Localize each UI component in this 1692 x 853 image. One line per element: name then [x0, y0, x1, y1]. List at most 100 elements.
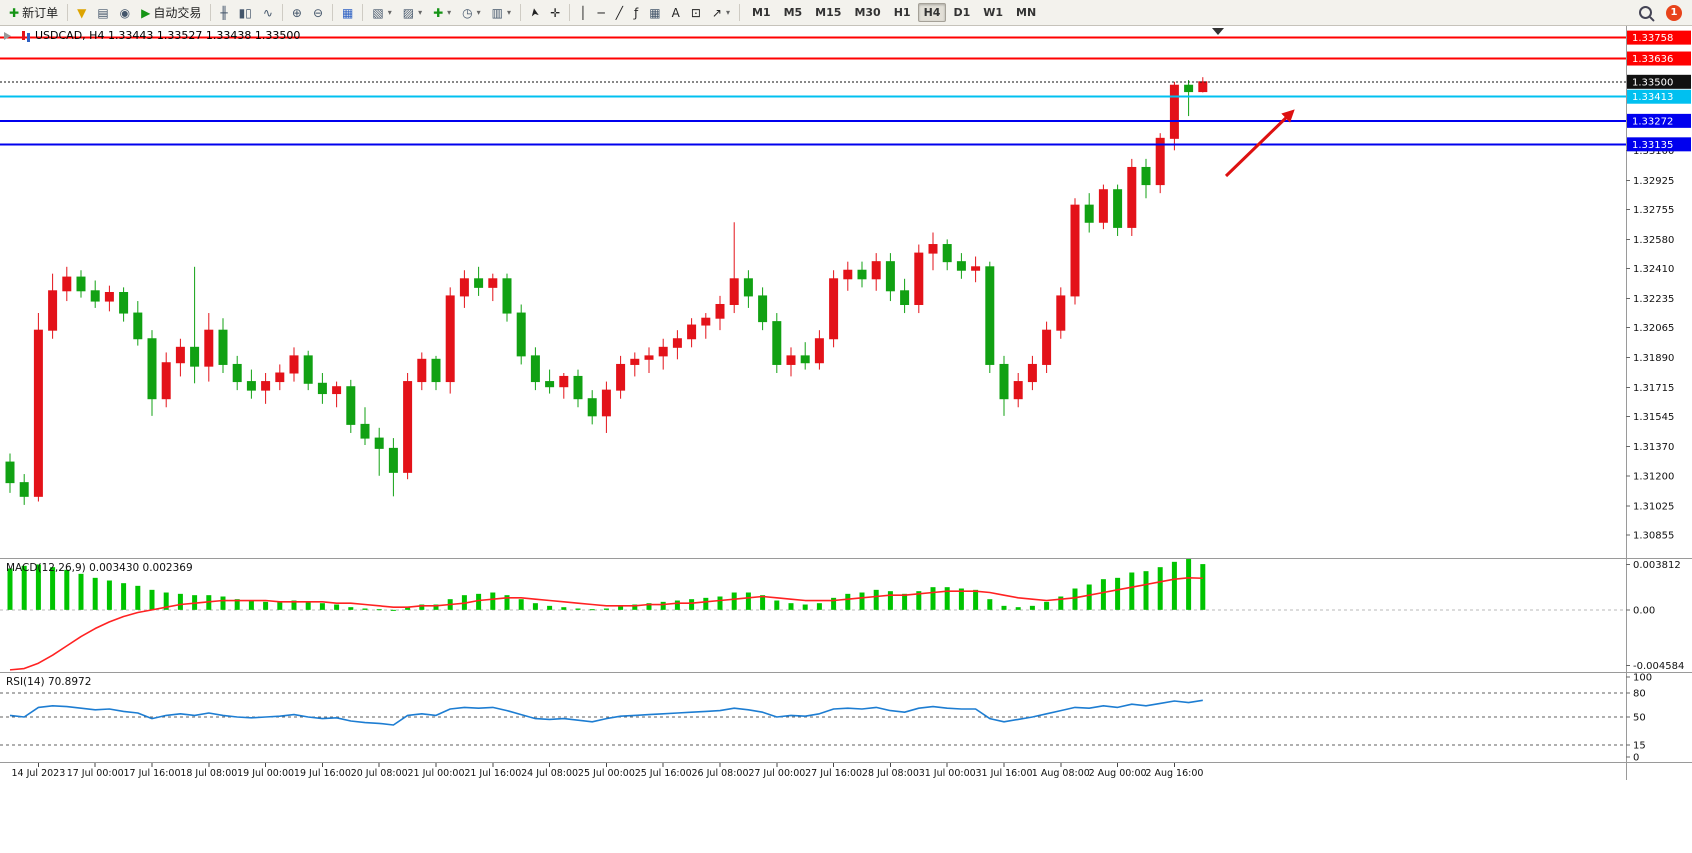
text-button[interactable]: A [667, 2, 685, 24]
timeframe-button-w1[interactable]: W1 [977, 3, 1009, 22]
chart-title-icon [27, 33, 30, 42]
candle-body [601, 389, 611, 417]
text-icon: A [671, 5, 680, 20]
periods-button[interactable]: ◷ ▾ [457, 2, 486, 24]
candle-body [133, 312, 143, 340]
macd-bar [405, 607, 411, 610]
timeframe-group: M1 M5 M15 M30 H1 H4 D1 W1 MN [746, 3, 1042, 22]
new-order-button[interactable]: ✚ 新订单 [4, 2, 63, 24]
fibonacci-button[interactable]: ƒ [629, 2, 643, 24]
chart-profiles-button[interactable]: ▨ ▾ [398, 2, 427, 24]
candle-body [800, 355, 810, 364]
timeframe-button-h1[interactable]: H1 [888, 3, 917, 22]
vertical-line-icon: │ [579, 5, 587, 20]
candle-body [871, 261, 881, 280]
zoom-in-button[interactable]: ⊕ [287, 2, 307, 24]
macd-bar [334, 604, 340, 610]
chart-background [0, 26, 1692, 853]
auto-trading-button[interactable]: ▶ 自动交易 [136, 2, 206, 24]
price-tag-label: 1.33636 [1632, 54, 1673, 65]
time-axis-label: 21 Jul 16:00 [464, 768, 521, 779]
price-axis-label: 1.31025 [1633, 501, 1674, 512]
candle-body [33, 329, 43, 497]
timeframe-button-m30[interactable]: M30 [848, 3, 886, 22]
templates-button[interactable]: ▥ ▾ [487, 2, 516, 24]
macd-label: MACD(12,26,9) 0.003430 0.002369 [6, 562, 193, 574]
chart-area: 1.331001.329251.327551.325801.324101.322… [0, 26, 1692, 853]
bar-chart-button[interactable]: ╫ [215, 2, 232, 24]
candle-body [374, 437, 384, 449]
trendline-button[interactable]: ╱ [611, 2, 628, 24]
macd-bar [618, 605, 624, 610]
tile-windows-button[interactable]: ▦ [337, 2, 358, 24]
price-tag-box [1627, 74, 1691, 89]
timeframe-button-m1[interactable]: M1 [746, 3, 777, 22]
price-tag-label: 1.33272 [1632, 116, 1673, 127]
time-axis-label: 26 Jul 08:00 [692, 768, 749, 779]
time-axis-label: 17 Jul 00:00 [67, 768, 124, 779]
macd-axis-label: -0.004584 [1633, 661, 1684, 672]
time-axis-label: 25 Jul 00:00 [578, 768, 635, 779]
candle-body [814, 338, 824, 364]
macd-bar [291, 600, 297, 610]
rsi-label: RSI(14) 70.8972 [6, 676, 91, 688]
funnel-button[interactable]: ▼ [72, 2, 91, 24]
crosshair-button[interactable]: ✛ [545, 2, 565, 24]
macd-bar [1200, 564, 1206, 610]
macd-bar [1100, 579, 1106, 610]
candle-body [1127, 166, 1137, 228]
label-button[interactable]: ⊡ [686, 2, 706, 24]
chart-shift-marker[interactable] [1212, 28, 1224, 35]
candle-body [857, 269, 867, 280]
price-axis-label: 1.31545 [1633, 412, 1674, 423]
grid-button[interactable]: ▦ [644, 2, 665, 24]
macd-bar [177, 593, 183, 610]
one-click-trading-toggle[interactable] [4, 32, 11, 40]
macd-bar [106, 580, 112, 610]
zoom-out-button[interactable]: ⊖ [308, 2, 328, 24]
price-tag-label: 1.33413 [1632, 92, 1673, 103]
candle-body [843, 269, 853, 280]
new-chart-button[interactable]: ▧ ▾ [367, 2, 396, 24]
timeframe-button-m15[interactable]: M15 [809, 3, 847, 22]
candle-body [971, 266, 981, 271]
candle-body [246, 381, 256, 391]
candlestick-button[interactable]: ▮▯ [234, 2, 257, 24]
horizontal-line-button[interactable]: ─ [593, 2, 610, 24]
add-indicator-button[interactable]: ✚ ▾ [428, 2, 456, 24]
printer-button[interactable]: ▤ [92, 2, 113, 24]
timeframe-button-mn[interactable]: MN [1010, 3, 1042, 22]
rsi-axis-label: 15 [1633, 741, 1646, 752]
chart-canvas[interactable]: 1.331001.329251.327551.325801.324101.322… [0, 26, 1692, 853]
profile-button[interactable]: ◉ [115, 2, 135, 24]
candle-body [218, 329, 228, 365]
timeframe-button-d1[interactable]: D1 [947, 3, 976, 22]
timeframe-button-h4[interactable]: H4 [917, 3, 947, 22]
macd-bar [1044, 601, 1050, 610]
price-tag-label: 1.33135 [1632, 140, 1673, 151]
rsi-axis-label: 0 [1633, 753, 1639, 764]
candle-body [630, 358, 640, 365]
candle-body [161, 362, 171, 400]
arrows-button[interactable]: ↗ ▾ [707, 2, 735, 24]
macd-bar [319, 603, 325, 610]
vertical-line-button[interactable]: │ [574, 2, 591, 24]
candle-body [104, 292, 114, 302]
timeframe-button-m5[interactable]: M5 [778, 3, 809, 22]
search-button[interactable] [1634, 2, 1657, 24]
macd-bar [760, 595, 766, 610]
cursor-button[interactable]: ➤ [525, 2, 544, 24]
price-axis-label: 1.31890 [1633, 353, 1674, 364]
time-axis-label: 1 Aug 08:00 [1032, 768, 1090, 779]
candle-body [1113, 189, 1123, 228]
time-axis-label: 14 Jul 2023 [12, 768, 66, 779]
candle-body [119, 292, 129, 314]
new-order-label: 新订单 [22, 6, 59, 20]
macd-bar [802, 604, 808, 610]
trend-arrow[interactable] [1224, 109, 1295, 178]
line-chart-button[interactable]: ∿ [258, 2, 278, 24]
notification-badge[interactable]: 1 [1666, 4, 1682, 21]
candle-body [587, 398, 597, 417]
macd-bar [547, 605, 553, 610]
candle-body [275, 372, 285, 383]
